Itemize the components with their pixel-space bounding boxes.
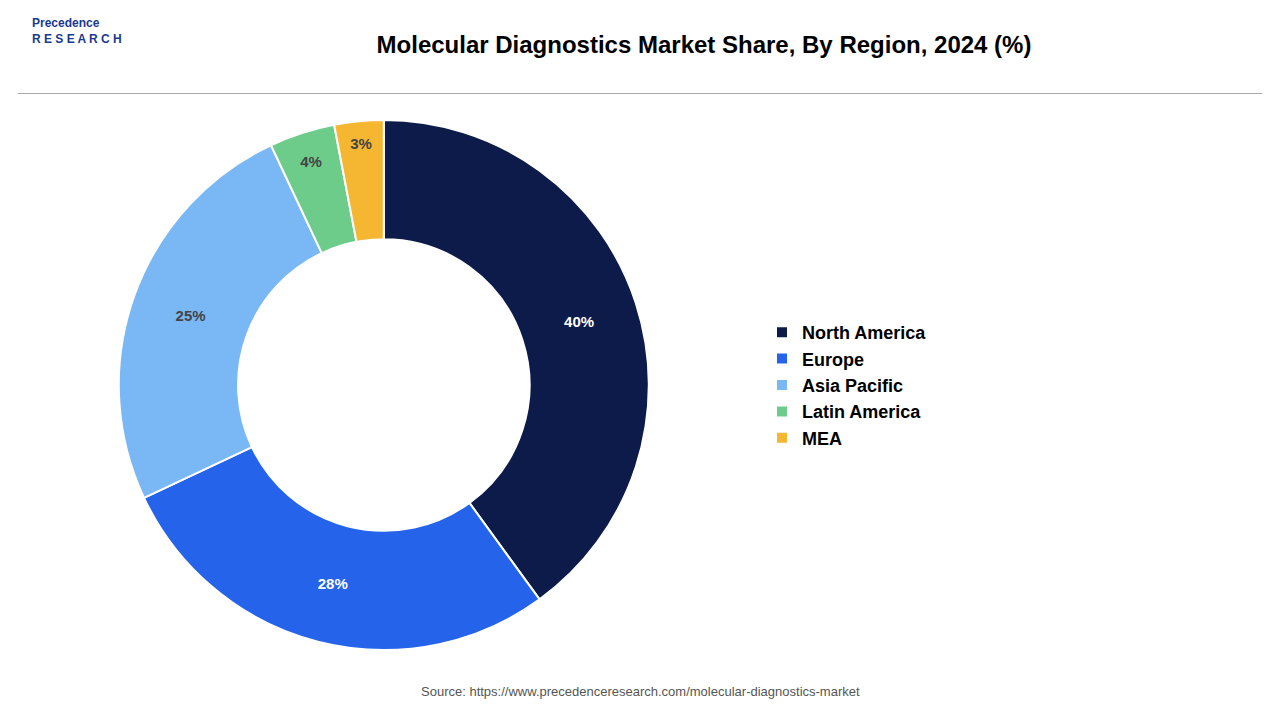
svg-text:40%: 40% bbox=[564, 313, 594, 330]
svg-text:North America: North America bbox=[802, 323, 926, 343]
svg-text:Asia Pacific: Asia Pacific bbox=[802, 376, 903, 396]
svg-text:25%: 25% bbox=[176, 307, 206, 324]
svg-text:PrecedenceR E S E A R C H: PrecedenceR E S E A R C H bbox=[32, 16, 122, 46]
svg-text:Source: https://www.precedence: Source: https://www.precedenceresearch.c… bbox=[421, 684, 860, 699]
svg-text:MEA: MEA bbox=[802, 429, 842, 449]
svg-text:Europe: Europe bbox=[802, 350, 864, 370]
svg-text:Molecular Diagnostics Market S: Molecular Diagnostics Market Share, By R… bbox=[377, 31, 1032, 58]
svg-text:Latin America: Latin America bbox=[802, 402, 921, 422]
svg-text:28%: 28% bbox=[318, 575, 348, 592]
svg-text:3%: 3% bbox=[350, 135, 372, 152]
svg-text:4%: 4% bbox=[300, 153, 322, 170]
